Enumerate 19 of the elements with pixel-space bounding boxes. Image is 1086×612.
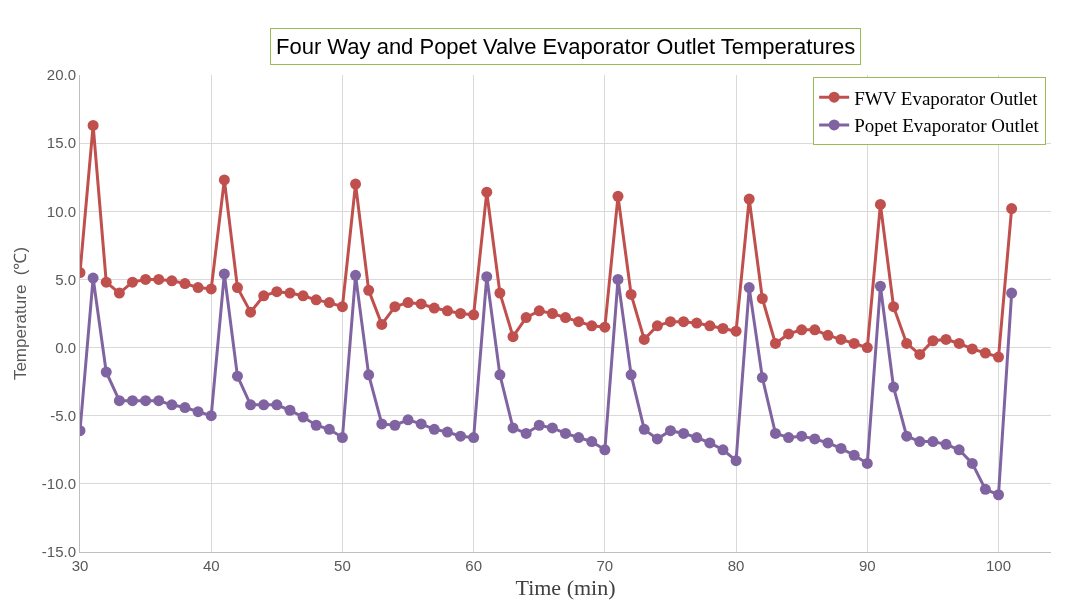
x-tick-label: 40 xyxy=(202,557,220,574)
y-tick-label: 10.0 xyxy=(46,202,76,220)
legend-label: FWV Evaporator Outlet xyxy=(854,87,1039,109)
y-tick-label: 0.0 xyxy=(55,338,76,356)
x-axis-title: Time (min) xyxy=(515,574,616,600)
y-tick-label: -10.0 xyxy=(41,475,76,493)
chart-title: Four Way and Popet Valve Evaporator Outlet Temperatures xyxy=(276,34,856,59)
y-tick-label: 15.0 xyxy=(46,134,76,152)
x-tick-label: 90 xyxy=(858,557,876,574)
x-tick-label: 50 xyxy=(334,557,351,574)
x-tick-label: 80 xyxy=(727,557,745,574)
y-tick-label: 20.0 xyxy=(46,66,76,84)
x-tick-label: 70 xyxy=(596,557,614,574)
y-tick-label: 5.0 xyxy=(55,270,76,288)
y-axis-title: Temperature (℃) xyxy=(11,246,31,381)
x-tick-label: 100 xyxy=(985,557,1012,574)
legend-label: Popet Evaporator Outlet xyxy=(854,115,1040,137)
y-tick-label: -5.0 xyxy=(50,406,76,424)
x-tick-label: 60 xyxy=(465,557,482,574)
